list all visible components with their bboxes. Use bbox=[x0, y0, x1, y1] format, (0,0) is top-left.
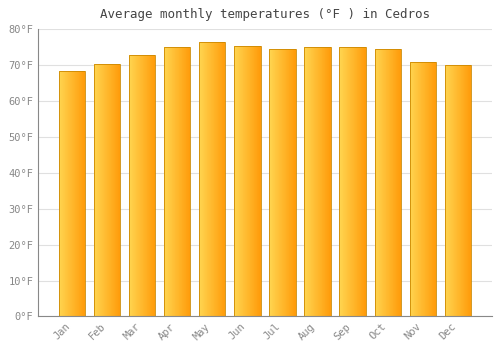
Bar bbox=[374, 49, 401, 316]
Bar bbox=[444, 65, 471, 316]
Bar bbox=[199, 42, 226, 316]
Title: Average monthly temperatures (°F ) in Cedros: Average monthly temperatures (°F ) in Ce… bbox=[100, 8, 430, 21]
Bar bbox=[129, 55, 156, 316]
Bar bbox=[94, 64, 120, 316]
Bar bbox=[340, 47, 366, 316]
Bar bbox=[164, 47, 190, 316]
Bar bbox=[270, 49, 295, 316]
Bar bbox=[234, 46, 260, 316]
Bar bbox=[304, 47, 330, 316]
Bar bbox=[59, 71, 85, 316]
Bar bbox=[410, 62, 436, 316]
